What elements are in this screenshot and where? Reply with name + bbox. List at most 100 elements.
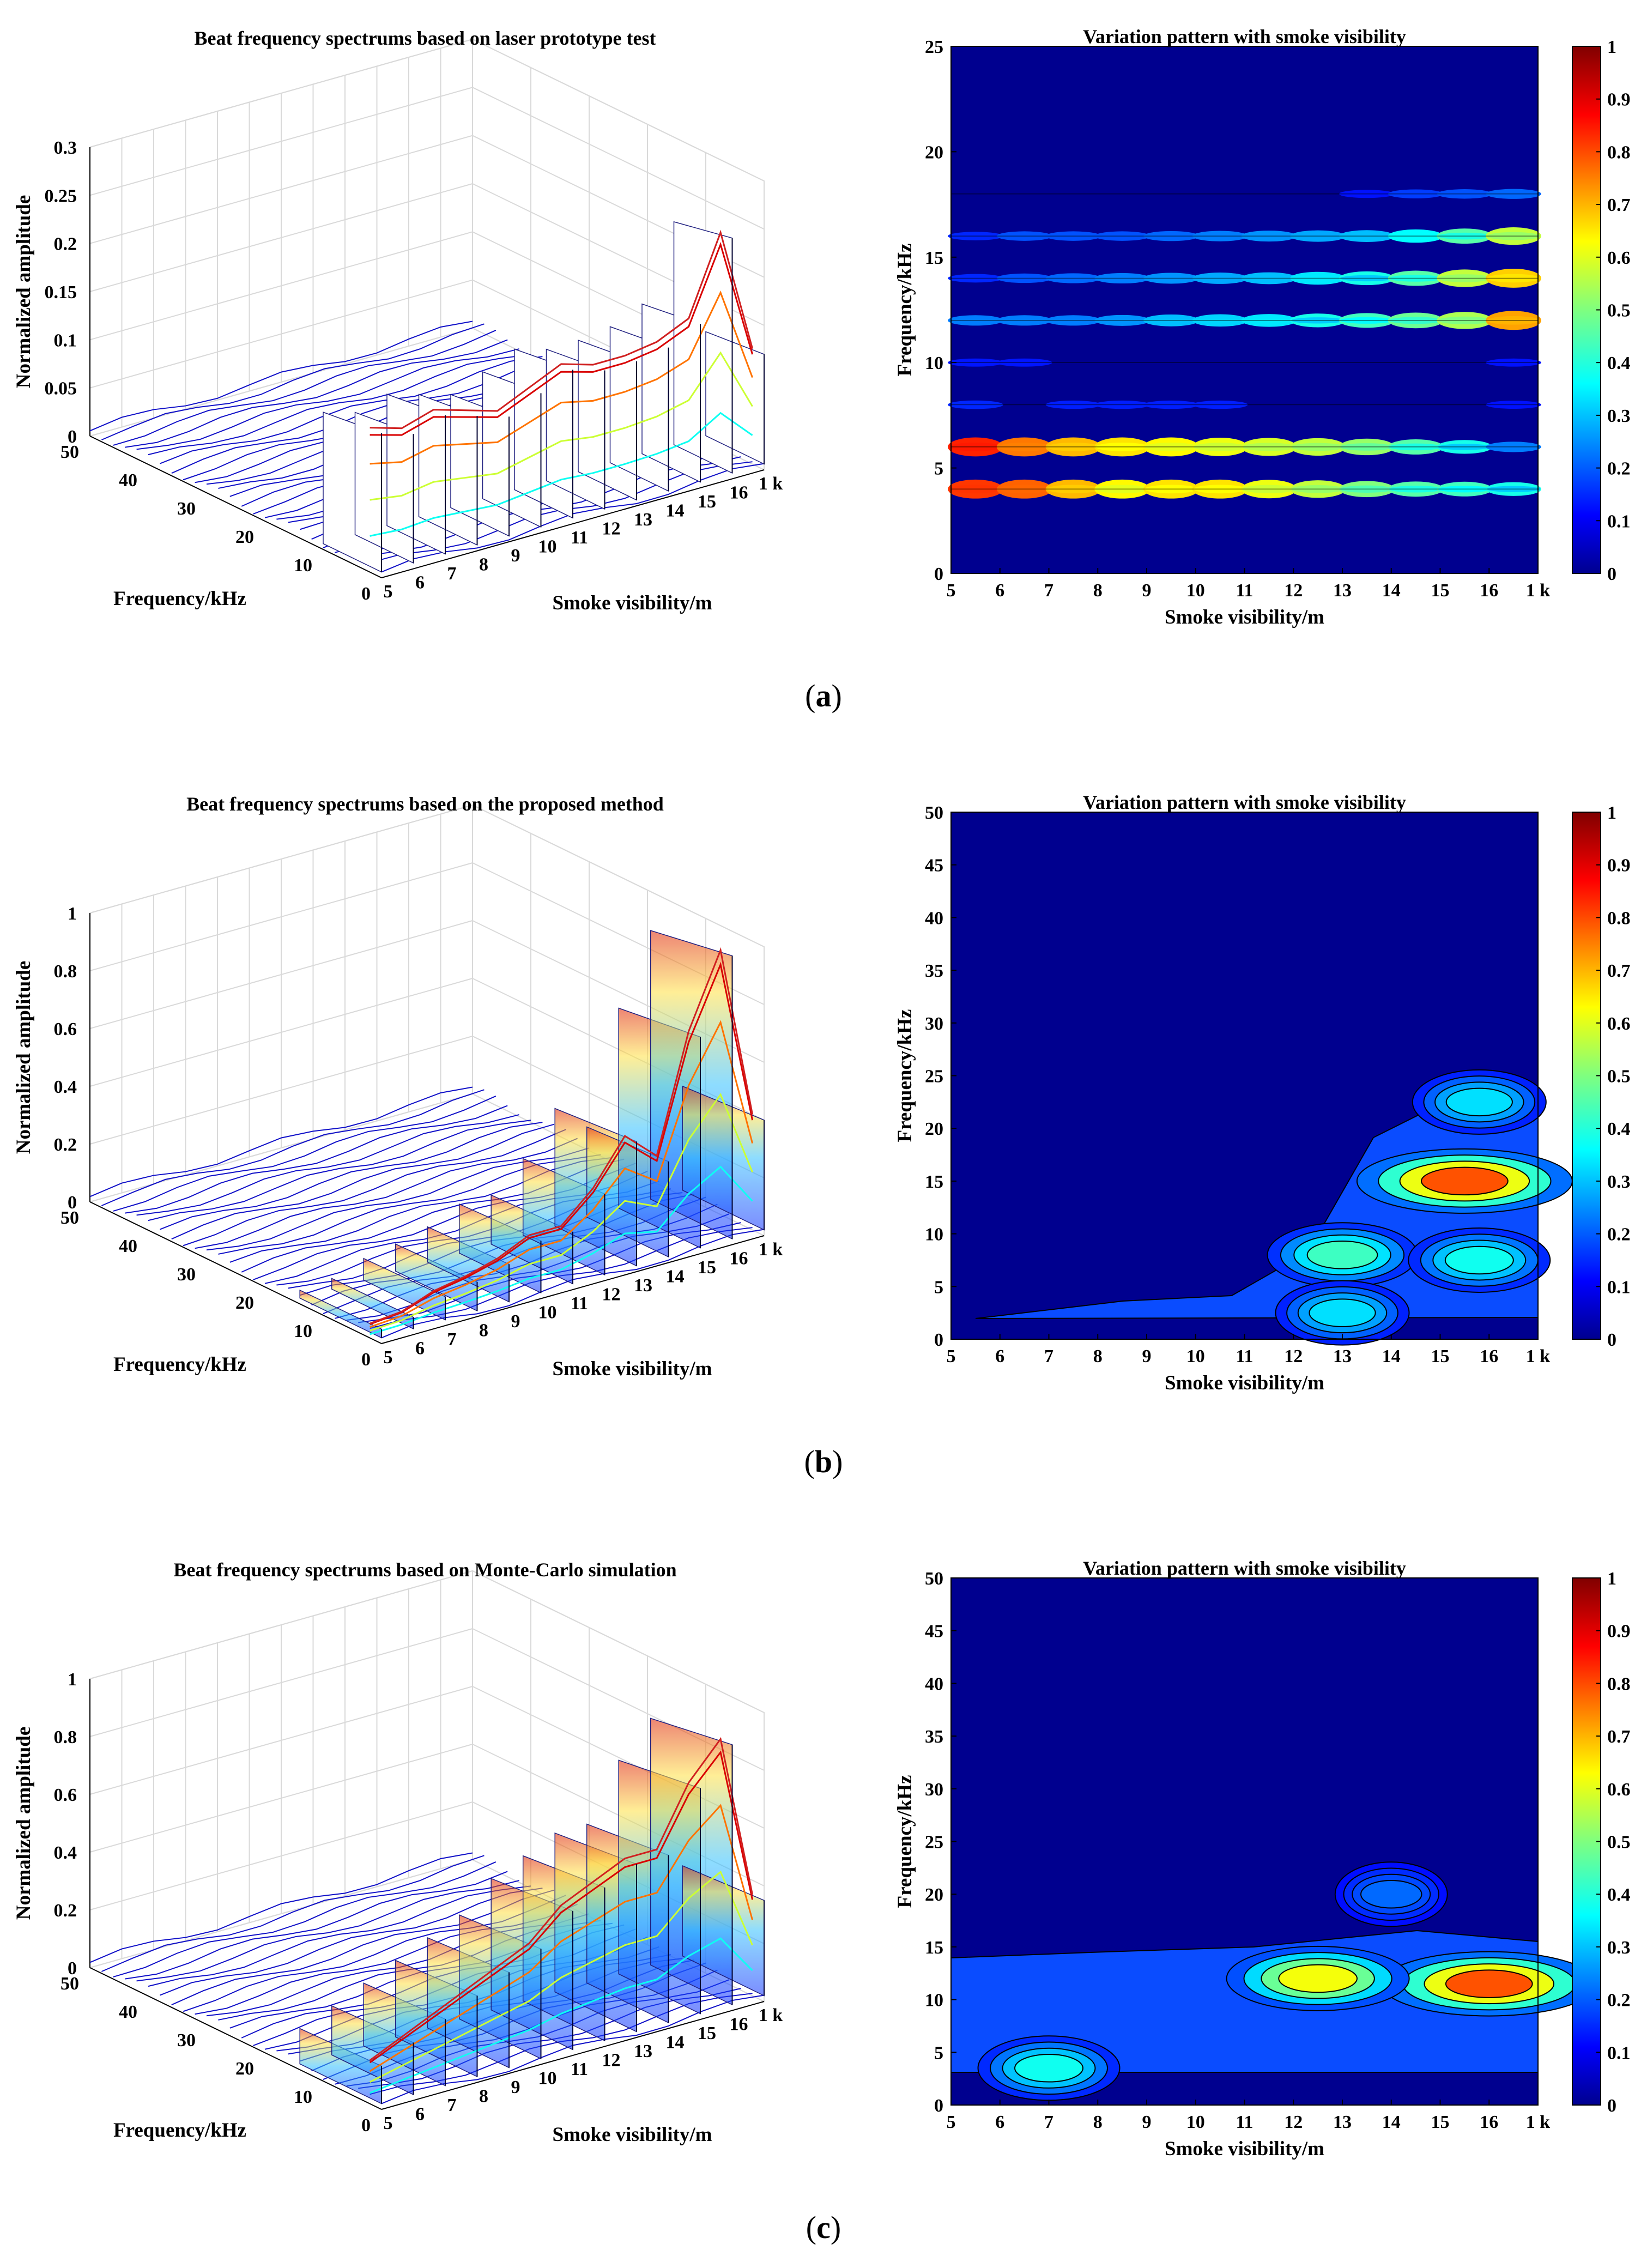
mesh-line [148, 1120, 531, 1221]
colorbar-tick-label: 0.9 [1607, 90, 1631, 110]
grid-line [472, 39, 765, 182]
visibility-tick-label: 12 [602, 2051, 621, 2071]
visibility-axis-label: Smoke visibility/m [553, 1358, 712, 1380]
level-line [370, 1937, 753, 2094]
colorbar-tick-label: 1 [1607, 37, 1616, 57]
frequency-tick-label: 50 [60, 1974, 79, 1994]
mesh-line [148, 1885, 531, 1987]
frequency-tick-label: 50 [60, 442, 79, 462]
frequency-axis [89, 1201, 382, 1344]
colorbar-tick-label: 0.5 [1607, 1067, 1631, 1087]
colorbar-tick-label: 0.9 [1607, 856, 1631, 876]
contour-band [948, 269, 1541, 288]
visibility-tick-label: 12 [602, 1285, 621, 1305]
visibility-tick-label: 10 [538, 2069, 557, 2089]
z-tick-label: 0.4 [54, 1077, 77, 1097]
colorbar: 0 0.1 0.2 0.3 0.4 0.5 0.6 0.7 0.8 0.9 1 [1572, 1569, 1631, 2116]
colorbar-tick-label: 0.4 [1607, 353, 1631, 373]
mesh-line [160, 1122, 543, 1230]
mesh-line [113, 330, 496, 446]
x-tick-label: 6 [995, 2112, 1004, 2132]
visibility-tick-label: 8 [479, 1321, 488, 1341]
visibility-axis [381, 469, 765, 578]
mesh-line [136, 1880, 519, 1982]
y-tick-label: 10 [925, 1225, 943, 1245]
z-axis-label: Normalized amplitude [13, 1727, 35, 1920]
contour-band [948, 311, 1541, 330]
x-tick-label: 1 k [1526, 1346, 1551, 1366]
mesh-line [125, 1871, 508, 1980]
frequency-tick-label: 0 [361, 1350, 371, 1370]
visibility-tick-label: 15 [698, 2023, 716, 2043]
grid-line [472, 1570, 765, 1713]
level-line [369, 1870, 753, 2083]
x-tick-label: 9 [1142, 580, 1152, 601]
contour-y-label: Frequency/kHz [894, 1009, 916, 1142]
mesh-line [101, 1855, 485, 1972]
y-tick-label: 35 [925, 961, 943, 981]
panel-label-letter: b [815, 1444, 832, 1479]
y-tick-label: 45 [925, 856, 943, 876]
surface-title: Beat frequency spectrums based on the pr… [186, 793, 664, 815]
colorbar-tick-label: 0.7 [1607, 961, 1631, 981]
frequency-tick-label: 10 [294, 1321, 312, 1341]
surface-mesh [89, 1717, 765, 2104]
visibility-tick-label: 11 [571, 2059, 588, 2079]
colorbar-tick-label: 0.2 [1607, 1991, 1631, 2011]
frequency-tick-label: 40 [119, 1236, 137, 1256]
x-tick-label: 14 [1382, 580, 1401, 601]
colorbar-tick-label: 0.6 [1607, 1014, 1631, 1034]
panel-label: (a) [805, 678, 842, 713]
colorbar-tick-label: 0.8 [1607, 908, 1631, 928]
colorbar-tick-label: 0.3 [1607, 406, 1631, 426]
y-tick-label: 10 [925, 353, 943, 373]
visibility-tick-label: 14 [666, 501, 685, 521]
colorbar-tick-label: 0.8 [1607, 142, 1631, 162]
colorbar-tick-label: 0.6 [1607, 1780, 1631, 1800]
colorbar-tick-label: 0.1 [1607, 1277, 1631, 1297]
x-tick-label: 10 [1186, 580, 1205, 601]
z-tick-label: 0.4 [54, 1843, 77, 1863]
y-tick-label: 35 [925, 1727, 943, 1747]
panel-label-close: ) [832, 1444, 843, 1479]
x-tick-label: 13 [1333, 2112, 1352, 2132]
y-tick-label: 45 [925, 1622, 943, 1642]
x-tick-label: 7 [1044, 2112, 1053, 2132]
mesh-line [125, 339, 508, 448]
mesh-line [148, 354, 531, 456]
x-tick-label: 13 [1333, 1346, 1352, 1366]
frequency-axis-label: Frequency/kHz [113, 588, 246, 610]
y-tick-label: 20 [925, 142, 943, 162]
z-tick-label: 1 [68, 1670, 77, 1690]
z-tick-label: 1 [68, 904, 77, 924]
y-tick-label: 40 [925, 1674, 943, 1694]
mesh-line [160, 1888, 543, 1996]
visibility-tick-label: 11 [571, 528, 588, 548]
z-tick-label: 0 [68, 427, 77, 447]
visibility-axis-label: Smoke visibility/m [553, 592, 712, 614]
level-line [370, 1020, 754, 1328]
visibility-tick-label: 10 [538, 537, 557, 557]
x-tick-label: 8 [1093, 1346, 1103, 1366]
visibility-tick-label: 9 [511, 546, 520, 566]
colorbar-gradient [1572, 46, 1601, 574]
visibility-tick-label: 9 [511, 2077, 520, 2097]
frequency-tick-label: 30 [177, 2030, 196, 2051]
z-axis-label: Normalized amplitude [13, 195, 35, 389]
visibility-tick-label: 9 [511, 1311, 520, 1332]
visibility-tick-label: 7 [447, 2095, 457, 2115]
visibility-tick-label: 14 [666, 2033, 685, 2053]
x-tick-label: 12 [1284, 1346, 1303, 1366]
visibility-tick-label: 6 [415, 2104, 425, 2125]
surface-mesh [89, 930, 765, 1339]
colorbar-tick-label: 0 [1607, 1330, 1616, 1350]
y-tick-label: 15 [925, 1172, 943, 1192]
frequency-axis-label: Frequency/kHz [113, 1353, 246, 1376]
level-line [370, 291, 754, 465]
colorbar-tick-label: 1 [1607, 803, 1616, 823]
